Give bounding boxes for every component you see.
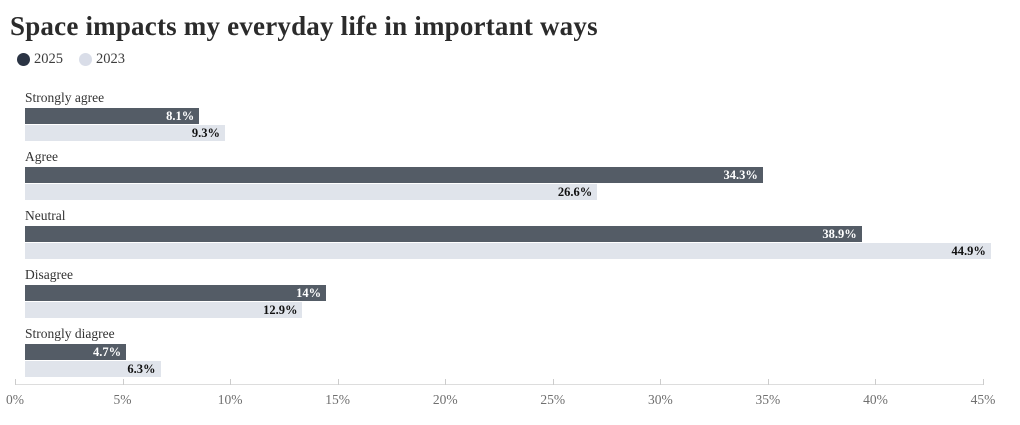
- bar-2023[interactable]: 44.9%: [25, 243, 991, 260]
- axis-tick-label: 40%: [863, 392, 888, 408]
- chart-row: Neutral 38.9% 44.9%: [25, 207, 993, 260]
- chart-row: Strongly diagree 4.7% 6.3%: [25, 325, 993, 378]
- axis-tick-label: 20%: [432, 392, 458, 408]
- chart-row: Strongly agree 8.1% 9.3%: [25, 89, 993, 142]
- chart-row: Disagree 14% 12.9%: [25, 266, 993, 319]
- category-label: Agree: [25, 149, 58, 165]
- bar-2023[interactable]: 9.3%: [25, 125, 226, 142]
- bar-value-label-2023: 6.3%: [127, 362, 156, 377]
- axis-tick: [15, 379, 16, 386]
- legend: 2025 2023: [17, 51, 1020, 68]
- axis-tick-label: 0%: [6, 392, 24, 408]
- bar-value-label-2025: 8.1%: [166, 109, 195, 124]
- bar-value-label-2025: 38.9%: [822, 227, 857, 242]
- axis-tick-label: 10%: [217, 392, 243, 408]
- legend-item-2025: 2025: [17, 51, 63, 68]
- chart-card: Space impacts my everyday life in import…: [10, 11, 1020, 378]
- chart-title: Space impacts my everyday life in import…: [10, 11, 598, 41]
- bar-2023[interactable]: 26.6%: [25, 184, 598, 201]
- bar-value-label-2025: 14%: [296, 286, 322, 301]
- legend-item-2023: 2023: [79, 51, 125, 68]
- bar-value-label-2023: 9.3%: [191, 126, 221, 141]
- bar-2023[interactable]: 6.3%: [25, 361, 161, 378]
- axis-tick: [445, 379, 447, 386]
- bar-2023[interactable]: 12.9%: [25, 302, 303, 319]
- axis-tick-label: 30%: [647, 392, 673, 408]
- bar-value-label-2023: 12.9%: [263, 303, 298, 318]
- category-label: Strongly diagree: [25, 326, 115, 342]
- axis-tick: [337, 379, 339, 386]
- axis-tick: [983, 379, 984, 386]
- x-axis: 0% 5% 10% 15% 20% 25% 30% 35% 40% 45%: [6, 379, 995, 413]
- axis-tick: [660, 379, 662, 386]
- axis-tick-label: 25%: [540, 392, 566, 408]
- axis-tick-label: 35%: [755, 392, 781, 408]
- bar-2025[interactable]: 34.3%: [25, 167, 763, 184]
- chart-row: Agree 34.3% 26.6%: [25, 148, 993, 201]
- legend-dot-2025-icon: [17, 53, 30, 67]
- bar-2025[interactable]: 8.1%: [25, 108, 200, 125]
- category-label: Neutral: [25, 208, 66, 224]
- legend-dot-2023-icon: [79, 53, 92, 67]
- bar-2025[interactable]: 14%: [25, 285, 327, 302]
- axis-tick: [875, 379, 877, 386]
- category-label: Disagree: [25, 267, 73, 283]
- legend-label-2025: 2025: [34, 51, 63, 68]
- bar-value-label-2023: 44.9%: [951, 244, 986, 259]
- axis-tick: [230, 379, 232, 386]
- bar-chart-plot-area: Strongly agree 8.1% 9.3% Agree 34.3% 26.…: [25, 89, 993, 378]
- axis-tick: [122, 379, 124, 386]
- bar-2025[interactable]: 4.7%: [25, 344, 127, 361]
- axis-tick-label: 5%: [113, 392, 132, 408]
- legend-label-2023: 2023: [96, 51, 125, 68]
- bar-value-label-2025: 34.3%: [723, 168, 758, 183]
- axis-tick: [552, 379, 554, 386]
- category-label: Strongly agree: [25, 90, 105, 106]
- axis-tick-label: 15%: [325, 392, 351, 408]
- axis-tick: [767, 379, 769, 386]
- bar-value-label-2023: 26.6%: [557, 185, 593, 200]
- bar-2025[interactable]: 38.9%: [25, 226, 862, 243]
- bar-value-label-2025: 4.7%: [92, 345, 122, 360]
- axis-tick-label: 45%: [970, 392, 996, 408]
